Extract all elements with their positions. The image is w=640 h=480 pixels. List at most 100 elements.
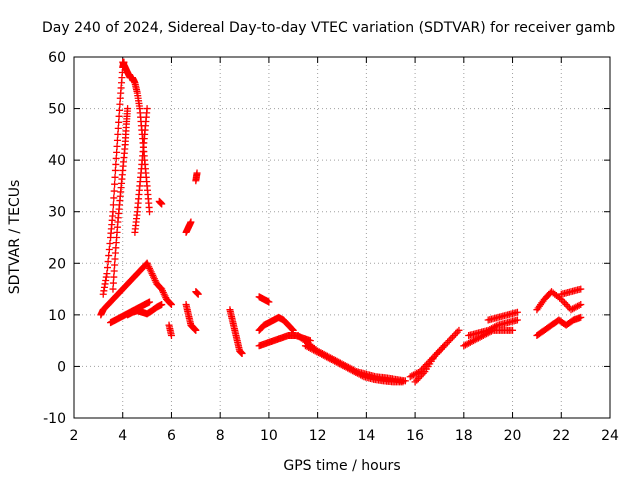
series-Z xyxy=(533,313,585,339)
data-point xyxy=(513,316,521,324)
x-tick-label: 2 xyxy=(70,428,79,444)
y-tick-label: 10 xyxy=(48,308,66,324)
data-point-fill xyxy=(115,118,123,126)
data-point-fill xyxy=(111,173,119,181)
data-point-fill xyxy=(105,252,113,260)
data-point-fill xyxy=(110,273,118,281)
y-tick-labels: -10 0 10 20 30 40 50 60 xyxy=(43,50,66,427)
data-point xyxy=(513,308,521,316)
data-point-fill xyxy=(110,267,118,275)
series-AB xyxy=(557,285,585,298)
series-L xyxy=(182,301,200,334)
chart-title: Day 240 of 2024, Sidereal Day-to-day VTE… xyxy=(42,20,615,36)
series-J xyxy=(165,321,175,339)
data-point-fill xyxy=(115,112,123,120)
series-G xyxy=(124,301,166,319)
data-point-fill xyxy=(113,142,121,150)
data-point xyxy=(124,105,132,113)
x-tick-label: 14 xyxy=(357,428,375,444)
data-point-fill xyxy=(116,100,124,108)
data-point xyxy=(167,331,175,339)
series-I xyxy=(155,197,166,208)
x-tick-label: 12 xyxy=(309,428,327,444)
data-point xyxy=(577,313,585,321)
points-layer xyxy=(97,58,585,386)
data-point xyxy=(109,208,117,216)
data-point xyxy=(238,350,246,358)
x-tick-label: 16 xyxy=(406,428,424,444)
data-point-fill xyxy=(167,300,175,308)
y-tick-label: -10 xyxy=(43,411,66,427)
series-E xyxy=(97,259,151,319)
y-tick-label: 20 xyxy=(48,256,66,272)
y-tick-label: 30 xyxy=(48,205,66,221)
series-N xyxy=(192,288,202,298)
data-point xyxy=(111,166,119,174)
x-tick-label: 20 xyxy=(504,428,522,444)
data-point xyxy=(167,301,175,309)
data-point-fill xyxy=(114,124,122,132)
data-point-fill xyxy=(109,279,117,287)
series-T xyxy=(301,342,407,386)
data-point-fill xyxy=(105,246,113,254)
series-H xyxy=(143,259,175,309)
data-point-fill xyxy=(110,194,118,202)
data-point xyxy=(114,130,122,138)
data-point xyxy=(455,326,463,334)
data-point-fill xyxy=(111,180,119,188)
data-point-fill xyxy=(106,240,114,248)
x-tick-label: 8 xyxy=(216,428,225,444)
x-tick-label: 24 xyxy=(601,428,619,444)
data-point xyxy=(109,285,117,293)
series-Q xyxy=(255,313,297,334)
data-point xyxy=(103,270,111,278)
data-point xyxy=(158,200,166,208)
data-point xyxy=(265,298,273,306)
series-M xyxy=(192,169,201,185)
data-point xyxy=(577,301,585,309)
series-Y xyxy=(484,308,521,324)
data-point xyxy=(193,169,201,177)
y-axis-title: SDTVAR / TECUs xyxy=(7,180,23,295)
y-tick-label: 40 xyxy=(48,153,66,169)
y-tick-label: 50 xyxy=(48,102,66,118)
data-point-fill xyxy=(104,258,112,266)
data-point xyxy=(509,326,517,334)
y-tick-label: 0 xyxy=(57,359,66,375)
plot-frame xyxy=(73,56,611,419)
series-AA xyxy=(533,288,585,314)
data-point-fill xyxy=(115,106,123,114)
data-point-fill xyxy=(575,301,583,309)
series-C xyxy=(109,105,132,293)
data-point-fill xyxy=(358,372,366,380)
data-point-fill xyxy=(492,322,500,330)
series-V xyxy=(411,342,448,386)
series-X xyxy=(465,316,521,339)
data-point-fill xyxy=(113,148,121,156)
series-K xyxy=(182,218,195,236)
x-tick-labels: 2 4 6 8 10 12 14 16 18 20 22 24 xyxy=(70,428,619,444)
data-point xyxy=(143,105,151,113)
data-point-fill xyxy=(112,154,120,162)
data-point xyxy=(577,285,585,293)
data-point-fill xyxy=(110,187,118,195)
data-point xyxy=(146,298,154,306)
data-point xyxy=(187,218,195,226)
x-tick-label: 6 xyxy=(167,428,176,444)
data-point xyxy=(440,342,448,350)
data-point-fill xyxy=(113,136,121,144)
data-point xyxy=(194,290,202,298)
series-D xyxy=(131,105,151,236)
x-tick-label: 10 xyxy=(260,428,278,444)
data-point-fill xyxy=(109,201,117,209)
x-tick-label: 18 xyxy=(455,428,473,444)
data-point-fill xyxy=(111,255,119,263)
data-point-fill xyxy=(556,294,564,302)
series-O xyxy=(226,306,246,358)
x-tick-label: 4 xyxy=(118,428,127,444)
data-point-fill xyxy=(112,160,120,168)
data-point-fill xyxy=(111,261,119,269)
y-tick-label: 60 xyxy=(48,50,66,66)
